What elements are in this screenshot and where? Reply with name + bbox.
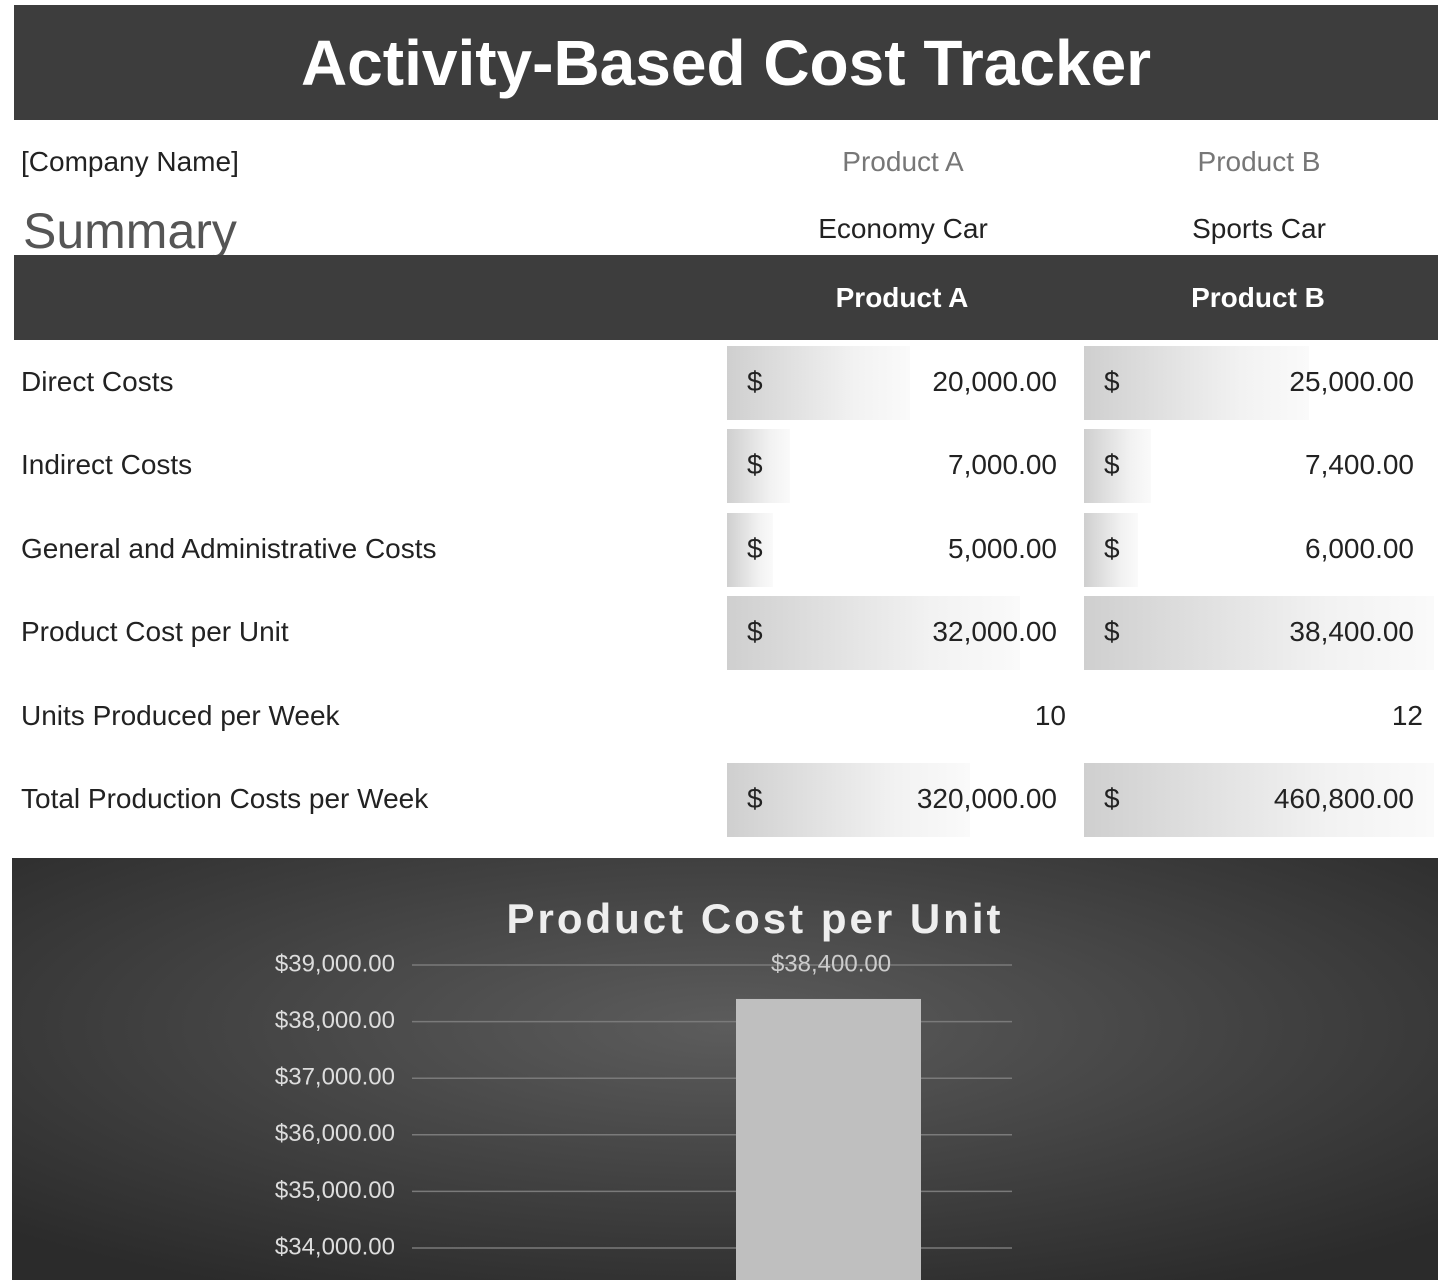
currency-symbol: $	[747, 449, 763, 481]
currency-symbol: $	[1104, 449, 1120, 481]
product-label: Product A	[842, 146, 964, 177]
data-bar	[727, 512, 773, 587]
cell	[727, 763, 1080, 837]
y-tick-label: $37,000.00	[275, 1064, 395, 1091]
data-bar	[1084, 429, 1151, 504]
data-bar	[727, 346, 910, 420]
header-bar	[14, 255, 1438, 340]
title-bar	[14, 5, 1438, 120]
currency-symbol: $	[747, 366, 763, 397]
currency-symbol: $	[747, 616, 763, 648]
row-label: Total Production Costs per Week	[21, 783, 429, 814]
row-label: Direct Costs	[21, 366, 174, 397]
cell	[1084, 596, 1437, 671]
column-header: Product A	[835, 282, 969, 313]
data-bar	[1084, 512, 1138, 587]
company-name: [Company Name]	[21, 146, 239, 177]
y-tick-label: $38,000.00	[275, 1007, 395, 1034]
y-tick-label: $36,000.00	[275, 1120, 395, 1147]
row-label: Product Cost per Unit	[21, 616, 289, 648]
amount: 460,800.00	[1273, 783, 1414, 814]
currency-symbol: $	[1104, 532, 1120, 564]
amount: 12	[1391, 699, 1423, 731]
currency-symbol: $	[747, 532, 763, 564]
currency-symbol: $	[1104, 783, 1120, 814]
column-header: Product B	[1191, 282, 1325, 313]
data-bar	[727, 763, 970, 837]
cell	[1084, 346, 1437, 420]
amount: 6,000.00	[1305, 532, 1414, 564]
amount: 5,000.00	[948, 532, 1057, 564]
currency-symbol: $	[1104, 366, 1120, 397]
data-bar	[1084, 596, 1434, 671]
row-label: Indirect Costs	[21, 449, 193, 481]
amount: 38,400.00	[1289, 616, 1414, 648]
data-bar	[1084, 763, 1434, 837]
cell	[727, 596, 1080, 671]
chart-title: Product Cost per Unit	[506, 895, 1003, 942]
amount: 320,000.00	[916, 783, 1057, 814]
y-tick-label: $34,000.00	[275, 1233, 395, 1260]
product-label: Product B	[1197, 146, 1321, 177]
page-title: Activity-Based Cost Tracker	[300, 27, 1152, 99]
amount: 25,000.00	[1289, 366, 1414, 397]
y-tick-label: $39,000.00	[275, 950, 395, 977]
row-label: Units Produced per Week	[21, 699, 340, 731]
data-bar	[727, 429, 790, 504]
cell	[727, 346, 1080, 420]
amount: 32,000.00	[932, 616, 1057, 648]
y-tick-label: $35,000.00	[275, 1177, 395, 1204]
chart: Product Cost per Unit $34,000.00 $35,000.…	[12, 858, 1438, 1280]
chart-background	[12, 858, 1438, 1280]
amount: 20,000.00	[932, 366, 1057, 397]
cell	[727, 429, 1080, 504]
currency-symbol: $	[747, 783, 763, 814]
amount: 7,000.00	[948, 449, 1057, 481]
amount: 7,400.00	[1305, 449, 1414, 481]
bar	[736, 998, 921, 1280]
row-label: General and Administrative Costs	[21, 532, 437, 564]
currency-symbol: $	[1104, 616, 1120, 648]
data-bar	[1084, 346, 1309, 420]
amount: 10	[1034, 699, 1066, 731]
data-bar	[727, 596, 1020, 671]
product-name: Sports Car	[1192, 213, 1326, 244]
cell	[1084, 512, 1437, 587]
cell	[1084, 429, 1437, 504]
product-name: Economy Car	[818, 213, 988, 244]
cell	[1084, 763, 1437, 837]
data-label: $38,400.00	[771, 950, 891, 977]
cell	[727, 512, 1080, 587]
section-title: Summary	[23, 203, 237, 259]
